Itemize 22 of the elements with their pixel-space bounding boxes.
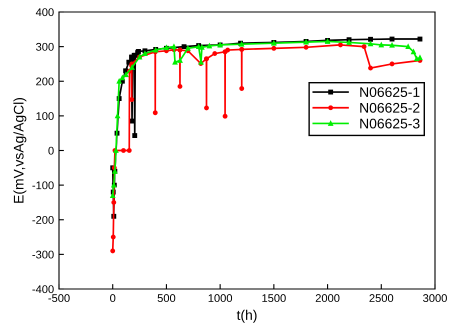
- y-tick-label: -200: [32, 216, 54, 224]
- y-tick-label: -300: [32, 250, 54, 259]
- y-tick-label: -400: [32, 285, 54, 294]
- y-tick-label: -100: [32, 181, 54, 190]
- x-tick-label: -500: [48, 294, 70, 302]
- y-tick-label: 100: [36, 112, 54, 120]
- legend-label: N06625-1: [360, 87, 420, 98]
- legend-label: N06625-2: [360, 102, 420, 113]
- x-axis-title: t(h): [236, 310, 257, 323]
- x-tick-label: 0: [110, 294, 116, 302]
- y-tick-label: 0: [48, 146, 54, 155]
- x-tick-label: 2000: [316, 294, 340, 302]
- y-tick-label: 300: [36, 42, 54, 51]
- legend-label: N06625-3: [360, 118, 420, 128]
- x-tick-label: 500: [158, 294, 176, 302]
- y-tick-label: 400: [36, 8, 54, 16]
- y-tick-label: 200: [36, 78, 54, 86]
- x-tick-label: 2500: [369, 294, 394, 302]
- x-tick-label: 3000: [423, 294, 447, 302]
- y-axis-title: E(mV,vsAg/AgCl): [13, 98, 26, 203]
- x-tick-label: 1500: [262, 294, 286, 302]
- x-tick-label: 1000: [208, 294, 232, 302]
